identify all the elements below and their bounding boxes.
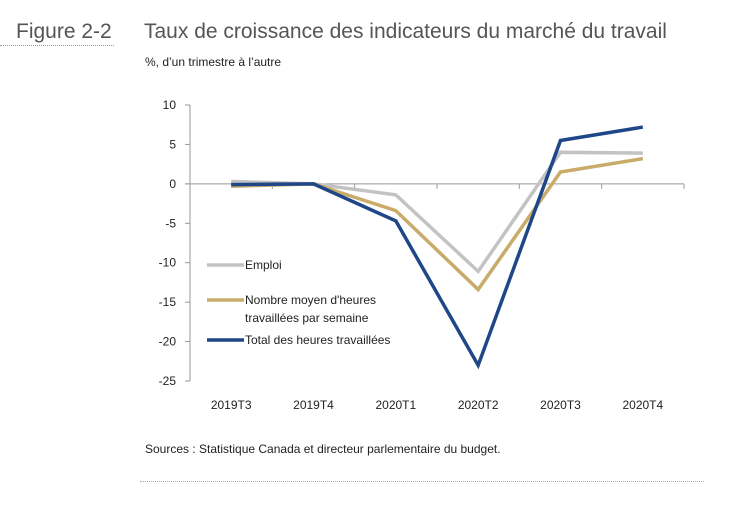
legend-label: Emploi	[245, 258, 282, 272]
x-tick-label: 2020T4	[622, 398, 663, 412]
legend-label: Total des heures travaillées	[245, 333, 390, 347]
figure-label-underline	[0, 45, 114, 46]
series-line-2	[231, 125, 644, 370]
legend-label: travaillées par semaine	[245, 311, 369, 325]
chart-title: Taux de croissance des indicateurs du ma…	[144, 20, 667, 43]
figure-label: Figure 2-2	[16, 20, 112, 43]
x-tick-label: 2020T1	[375, 398, 416, 412]
series-lines	[231, 125, 644, 370]
chart-subtitle: %, d’un trimestre à l’autre	[145, 55, 282, 69]
x-tick-label: 2019T3	[211, 398, 252, 412]
bottom-divider	[140, 481, 704, 482]
x-tick-label: 2019T4	[293, 398, 334, 412]
y-tick-label: -20	[159, 335, 177, 349]
y-tick-label: 0	[169, 177, 176, 191]
y-tick-label: -15	[159, 295, 177, 309]
y-tick-label: -25	[159, 374, 177, 388]
legend-label: Nombre moyen d'heures	[245, 293, 376, 307]
x-tick-label: 2020T3	[540, 398, 581, 412]
x-tick-label: 2020T2	[458, 398, 499, 412]
series-line-1	[231, 156, 644, 293]
y-tick-label: -10	[159, 256, 177, 270]
sources-note: Sources : Statistique Canada et directeu…	[145, 442, 501, 456]
legend: Emploi Nombre moyen d'heures travaillées p…	[207, 258, 390, 347]
y-tick-label: -5	[165, 216, 176, 230]
axes: 10 5 0 -5 -10 -15 -20 -25 2019T3 2019T4 2020T1 2020…	[159, 98, 685, 412]
y-tick-label: 10	[163, 98, 177, 112]
y-tick-label: 5	[169, 137, 176, 151]
